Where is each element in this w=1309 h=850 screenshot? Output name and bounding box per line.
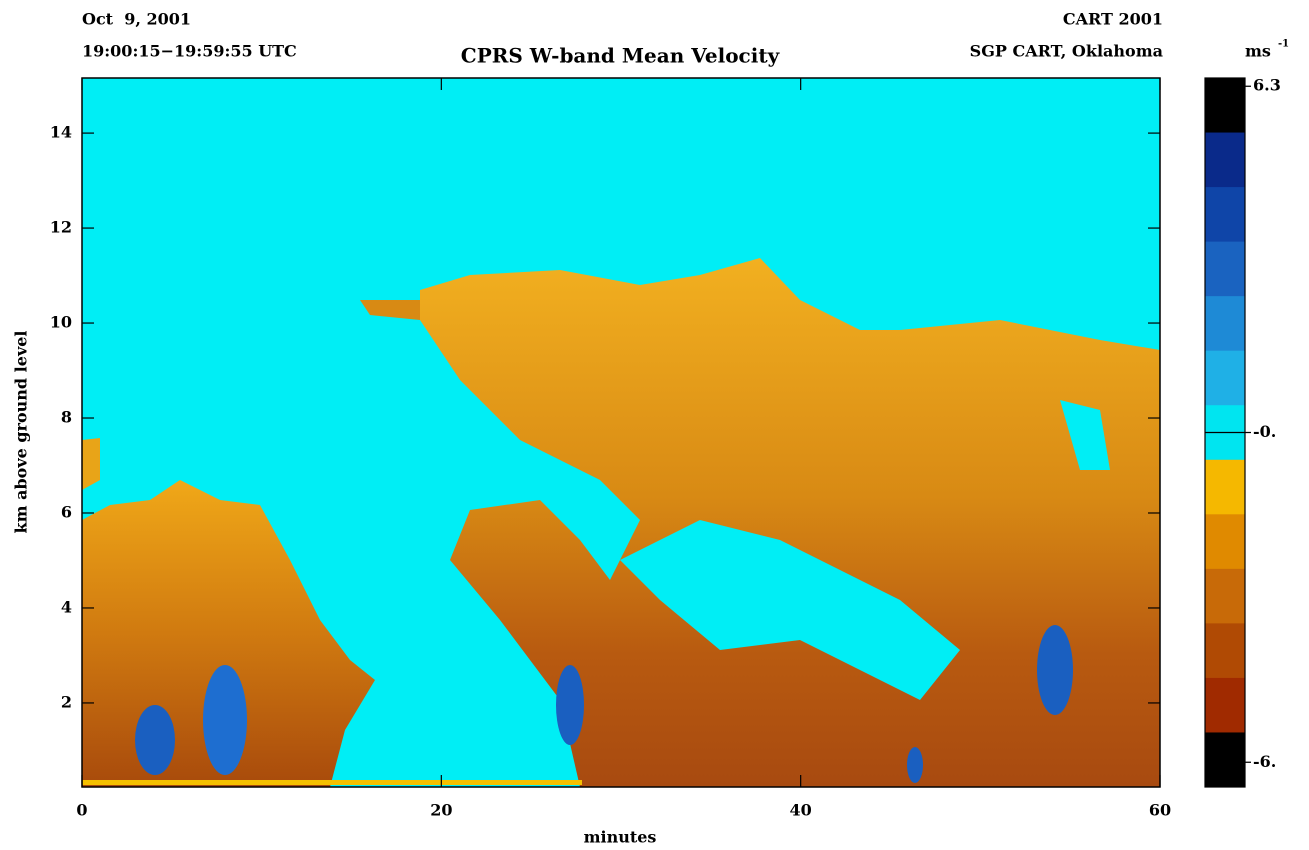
- x-tick-label: 20: [430, 801, 452, 820]
- y-axis-label: km above ground level: [12, 331, 31, 534]
- y-tick-label: 12: [50, 218, 72, 237]
- colorbar-unit: ms: [1245, 42, 1271, 61]
- colorbar-band: [1205, 242, 1245, 297]
- colorbar-band: [1205, 569, 1245, 624]
- chart-title: CPRS W-band Mean Velocity: [461, 44, 781, 68]
- y-tick-label: 14: [50, 123, 72, 142]
- x-tick-label: 40: [790, 801, 812, 820]
- colorbar-tick-label: -0.: [1253, 422, 1276, 441]
- colorbar-band: [1205, 460, 1245, 515]
- colorbar-band: [1205, 678, 1245, 733]
- colorbar-band: [1205, 187, 1245, 242]
- y-tick-label: 8: [61, 408, 72, 427]
- colorbar-band: [1205, 514, 1245, 569]
- radar-field: [82, 78, 1160, 787]
- time-range: 19:00:15−19:59:55 UTC: [82, 42, 297, 61]
- y-tick-label: 2: [61, 692, 72, 711]
- colorbar-band: [1205, 296, 1245, 351]
- colorbar-band: [1205, 732, 1245, 787]
- chart: Oct 9, 2001 19:00:15−19:59:55 UTC CPRS W…: [0, 0, 1309, 850]
- y-tick-label: 4: [61, 597, 72, 616]
- colorbar-band: [1205, 623, 1245, 678]
- colorbar-band: [1205, 133, 1245, 188]
- colorbar-tick-label: 6.3: [1253, 76, 1281, 95]
- colorbar-tick-label: -6.: [1253, 752, 1276, 771]
- y-tick-label: 6: [61, 502, 72, 521]
- x-axis-label: minutes: [584, 828, 657, 847]
- colorbar-band: [1205, 351, 1245, 406]
- site: SGP CART, Oklahoma: [970, 42, 1163, 61]
- y-tick-label: 10: [50, 313, 72, 332]
- x-tick-label: 0: [76, 801, 87, 820]
- project: CART 2001: [1063, 10, 1163, 29]
- x-tick-label: 60: [1149, 801, 1171, 820]
- date: Oct 9, 2001: [82, 10, 191, 29]
- colorbar-unit-exponent: -1: [1278, 39, 1289, 50]
